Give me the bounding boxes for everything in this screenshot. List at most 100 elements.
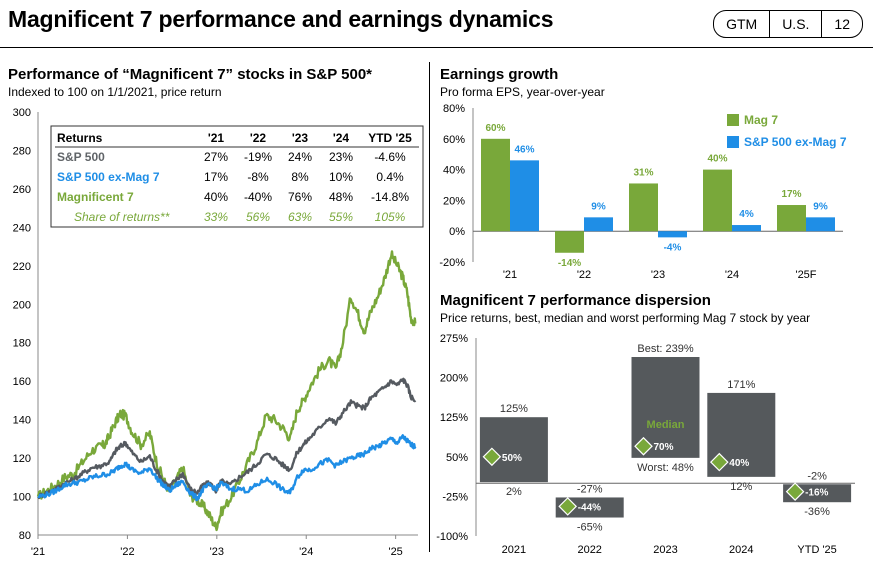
eps-y-tick-label: 40% bbox=[443, 165, 465, 177]
disp-median-marker bbox=[482, 447, 502, 467]
disp-x-tick-label: YTD '25 bbox=[797, 544, 836, 556]
returns-table-row-label: Share of returns** bbox=[74, 210, 170, 224]
eps-bar-label: 9% bbox=[813, 201, 828, 212]
eps-legend-swatch bbox=[727, 114, 739, 126]
returns-table-row-label: S&P 500 ex-Mag 7 bbox=[57, 170, 160, 184]
eps-y-tick-label: 80% bbox=[443, 103, 465, 115]
eps-x-tick-label: '24 bbox=[725, 269, 739, 281]
returns-table-cell: -4.6% bbox=[374, 150, 406, 164]
line-x-tick-label: '21 bbox=[31, 546, 45, 558]
tag-page-number: 12 bbox=[821, 11, 862, 37]
line-x-tick-label: '25 bbox=[388, 546, 402, 558]
disp-median-label: -16% bbox=[805, 488, 828, 499]
disp-median-marker bbox=[558, 497, 578, 516]
line-chart-title: Performance of “Magnificent 7” stocks in… bbox=[8, 66, 373, 83]
disp-x-tick-label: 2024 bbox=[729, 544, 753, 556]
eps-bar-label: 46% bbox=[514, 144, 534, 155]
returns-table-cell: 27% bbox=[204, 150, 228, 164]
returns-table-cell: 23% bbox=[329, 150, 353, 164]
disp-y-tick-label: 275% bbox=[440, 333, 468, 345]
returns-table-cell: 8% bbox=[291, 170, 309, 184]
returns-table-header: YTD '25 bbox=[368, 131, 412, 145]
returns-table-header: '22 bbox=[250, 131, 267, 145]
line-y-tick-label: 180 bbox=[13, 338, 31, 350]
returns-table-cell: 63% bbox=[288, 210, 312, 224]
eps-y-tick-label: 0% bbox=[449, 226, 465, 238]
eps-bar-label: 40% bbox=[707, 154, 727, 165]
disp-y-tick-label: 50% bbox=[446, 452, 468, 464]
disp-median-marker bbox=[785, 482, 805, 501]
line-y-tick-label: 280 bbox=[13, 145, 31, 157]
returns-table-cell: 76% bbox=[288, 190, 312, 204]
line-y-tick-label: 300 bbox=[13, 107, 31, 119]
returns-table-cell: -14.8% bbox=[371, 190, 409, 204]
returns-table-cell: 17% bbox=[204, 170, 228, 184]
returns-table-box bbox=[50, 125, 424, 228]
returns-table-cell: 24% bbox=[288, 150, 312, 164]
returns-table-cell: 55% bbox=[329, 210, 353, 224]
returns-table-cell: 0.4% bbox=[376, 170, 404, 184]
eps-x-tick-label: '21 bbox=[503, 269, 517, 281]
disp-worst-label: 2% bbox=[506, 486, 522, 498]
eps-x-tick-label: '23 bbox=[651, 269, 665, 281]
line-y-tick-label: 140 bbox=[13, 415, 31, 427]
line-y-tick-label: 240 bbox=[13, 222, 31, 234]
eps-bar-label: 4% bbox=[739, 209, 754, 220]
returns-table-header: '23 bbox=[292, 131, 309, 145]
disp-worst-label: 12% bbox=[730, 481, 752, 493]
header-divider bbox=[0, 47, 873, 48]
eps-bar bbox=[481, 138, 510, 232]
panel-divider bbox=[429, 62, 430, 552]
disp-median-marker bbox=[634, 436, 653, 456]
eps-bar bbox=[555, 231, 584, 253]
disp-median-label: 50% bbox=[502, 453, 522, 464]
returns-table-header: Returns bbox=[57, 131, 103, 145]
disp-median-annotation: Median bbox=[647, 419, 685, 431]
returns-table-cell: 105% bbox=[375, 210, 406, 224]
eps-bar bbox=[658, 231, 687, 238]
eps-bar-label: -14% bbox=[558, 258, 581, 269]
returns-table-cell: -19% bbox=[244, 150, 272, 164]
eps-bar-label: 9% bbox=[591, 201, 606, 212]
eps-bar bbox=[732, 225, 761, 232]
eps-y-tick-label: -20% bbox=[439, 257, 465, 269]
disp-x-tick-label: 2022 bbox=[577, 544, 601, 556]
disp-worst-label: Worst: 48% bbox=[637, 462, 694, 474]
returns-table-header: '24 bbox=[333, 131, 350, 145]
eps-legend-label: Mag 7 bbox=[744, 113, 778, 127]
returns-table-cell: -8% bbox=[247, 170, 269, 184]
eps-y-tick-label: 20% bbox=[443, 195, 465, 207]
disp-median-label: 70% bbox=[654, 442, 674, 453]
eps-legend-label: S&P 500 ex-Mag 7 bbox=[744, 135, 847, 149]
disp-median-label: -44% bbox=[578, 502, 601, 513]
disp-y-tick-label: 200% bbox=[440, 373, 468, 385]
line-y-tick-label: 120 bbox=[13, 453, 31, 465]
eps-bar-label: 31% bbox=[633, 167, 653, 178]
eps-bar bbox=[510, 160, 539, 232]
earnings-title: Earnings growth bbox=[440, 66, 559, 83]
page-title: Magnificent 7 performance and earnings d… bbox=[8, 6, 554, 32]
tag-gtm: GTM bbox=[726, 16, 758, 32]
disp-best-label: 171% bbox=[727, 379, 755, 391]
returns-table-cell: 40% bbox=[204, 190, 228, 204]
eps-bar-label: 60% bbox=[485, 123, 505, 134]
returns-table-row-label: S&P 500 bbox=[57, 150, 105, 164]
eps-bar-label: -4% bbox=[664, 242, 682, 253]
eps-x-tick-label: '22 bbox=[577, 269, 591, 281]
eps-bar bbox=[703, 169, 732, 232]
line-x-tick-label: '22 bbox=[120, 546, 134, 558]
disp-best-label: Best: 239% bbox=[637, 343, 693, 355]
tag-region: U.S. bbox=[769, 11, 821, 37]
line-series-exmag7 bbox=[37, 434, 417, 502]
returns-table-cell: 48% bbox=[329, 190, 353, 204]
disp-y-tick-label: -25% bbox=[442, 491, 468, 503]
eps-x-tick-label: '25F bbox=[795, 269, 816, 281]
returns-table-row-label: Magnificent 7 bbox=[57, 190, 134, 204]
dispersion-subtitle: Price returns, best, median and worst pe… bbox=[440, 311, 811, 325]
earnings-subtitle: Pro forma EPS, year-over-year bbox=[440, 85, 605, 99]
disp-median-label: 40% bbox=[729, 458, 749, 469]
eps-legend-swatch bbox=[727, 136, 739, 148]
line-x-tick-label: '24 bbox=[299, 546, 313, 558]
returns-table-cell: 10% bbox=[329, 170, 353, 184]
